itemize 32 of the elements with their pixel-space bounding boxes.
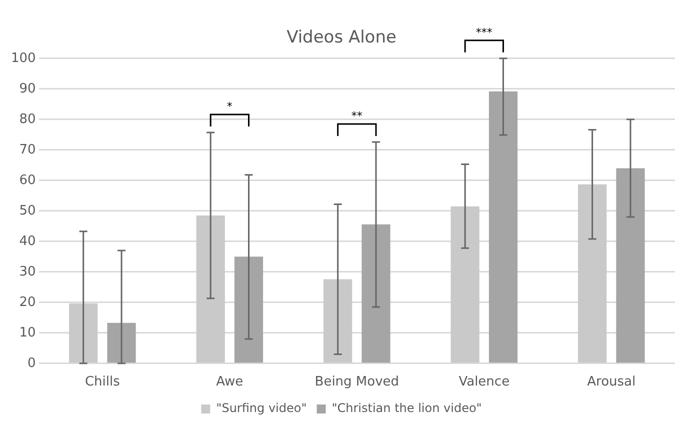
bar [196, 215, 225, 363]
bar [488, 91, 518, 363]
y-tick-label: 30 [19, 264, 36, 280]
bar [324, 279, 352, 363]
x-tick-label: Arousal [587, 374, 636, 390]
y-tick-label: 100 [10, 50, 36, 66]
bar [234, 256, 264, 363]
bar [616, 168, 645, 363]
text: *** [476, 26, 493, 39]
y-tick-label: 20 [19, 294, 36, 310]
annotation: ** [351, 109, 363, 122]
chart-title: Videos Alone [286, 28, 396, 48]
y-tick-label: 0 [28, 356, 36, 371]
x-tick-label: Chills [84, 374, 120, 390]
y-tick-label: 40 [19, 234, 36, 249]
y-tick-label: 70 [19, 142, 36, 158]
bar [69, 303, 98, 363]
y-tick-label: 60 [19, 172, 36, 188]
annotation: * [226, 100, 233, 113]
bar [450, 206, 480, 363]
y-tick-label: 90 [19, 81, 36, 96]
legend-label: "Surfing video" [216, 401, 307, 416]
x-tick-label: Being Moved [314, 374, 400, 390]
y-tick-label: 80 [19, 112, 36, 127]
x-tick-label: Awe [216, 374, 244, 390]
y-tick-label: 50 [19, 203, 36, 218]
bar [362, 224, 390, 363]
bar [107, 322, 136, 363]
x-tick-label: Valence [458, 374, 510, 390]
legend-label: "Christian the lion video" [332, 401, 482, 416]
y-tick-label: 10 [19, 325, 36, 340]
bar [578, 184, 607, 363]
